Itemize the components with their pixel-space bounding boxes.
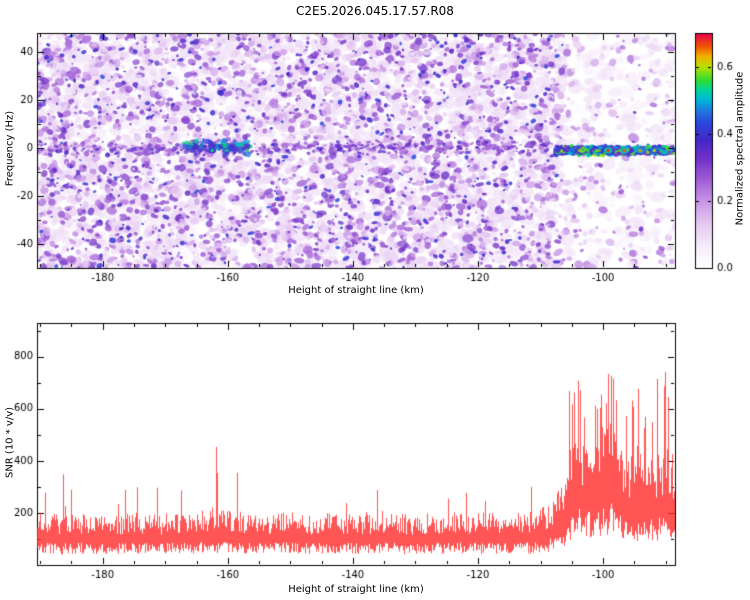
snr-canvas (0, 300, 750, 600)
snr-x-axis-label: Height of straight line (km) (288, 584, 424, 595)
colorbar-label: Normalized spectral amplitude (734, 71, 746, 226)
spectrogram-canvas (0, 0, 750, 300)
snr-y-axis-label: SNR (10 * v/v) (4, 406, 16, 479)
spectrogram-x-axis-label: Height of straight line (km) (288, 285, 424, 296)
spectrogram-y-axis-label: Frequency (Hz) (4, 110, 16, 187)
